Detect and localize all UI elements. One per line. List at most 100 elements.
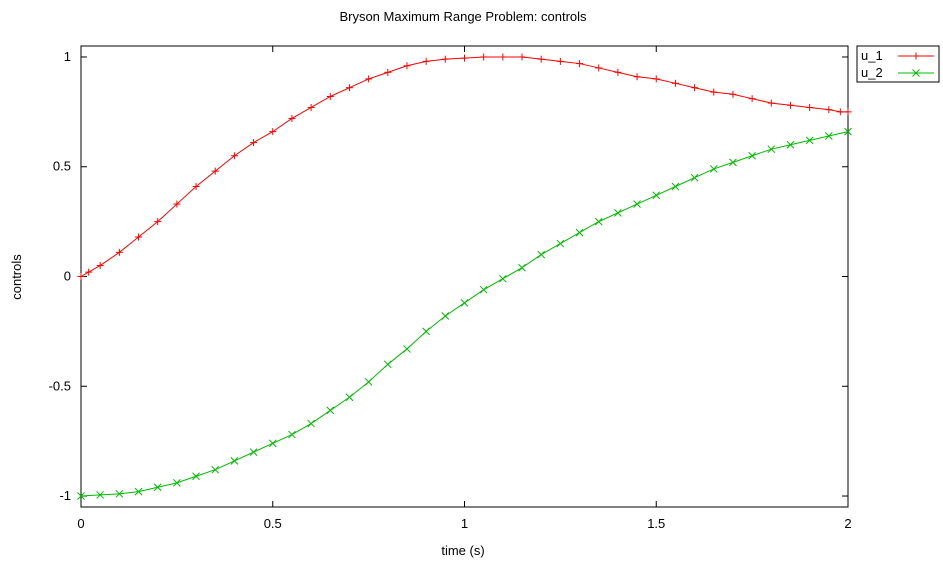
data-point-u_1: [844, 108, 852, 116]
data-point-u_1: [230, 152, 238, 160]
data-point-u_2: [345, 393, 354, 402]
data-point-u_2: [709, 165, 718, 173]
data-point-u_2: [575, 228, 584, 237]
data-point-u_2: [844, 127, 852, 136]
legend: u_1u_2: [856, 45, 940, 83]
data-point-u_2: [230, 457, 239, 465]
data-point-u_1: [326, 92, 334, 100]
x-axis-label: time (s): [441, 543, 484, 558]
chart-title: Bryson Maximum Range Problem: controls: [339, 9, 587, 24]
data-point-u_1: [537, 55, 545, 63]
data-point-u_1: [135, 233, 143, 241]
x-tick-label: 1.5: [647, 516, 665, 531]
plot-frame-group: [80, 45, 849, 508]
data-point-u_2: [326, 406, 335, 415]
data-point-u_2: [614, 208, 622, 217]
data-point-u_1: [806, 103, 814, 111]
data-point-u_1: [403, 62, 411, 70]
legend-label-u_1: u_1: [861, 48, 883, 63]
data-point-u_2: [652, 191, 661, 200]
data-point-u_1: [345, 84, 353, 92]
data-point-u_1: [96, 262, 104, 270]
data-point-u_2: [556, 239, 565, 248]
data-point-u_1: [729, 90, 737, 98]
data-point-u_2: [460, 298, 469, 307]
series-layer: [77, 53, 852, 500]
data-point-u_1: [173, 200, 181, 208]
data-point-u_2: [767, 145, 776, 154]
y-tick-label: 1: [64, 49, 71, 64]
data-point-u_1: [77, 273, 85, 280]
data-point-u_1: [710, 88, 718, 96]
data-point-u_1: [250, 139, 258, 147]
data-point-u_1: [836, 108, 844, 116]
data-point-u_1: [595, 64, 603, 72]
data-point-u_1: [307, 103, 315, 111]
data-point-u_2: [537, 250, 546, 259]
data-point-u_1: [365, 75, 373, 83]
data-point-u_2: [307, 419, 315, 428]
y-tick-label: 0: [64, 269, 71, 284]
data-point-u_1: [767, 99, 775, 107]
legend-box: [856, 45, 940, 83]
data-point-u_1: [614, 68, 622, 76]
data-point-u_1: [269, 128, 277, 136]
data-point-u_1: [288, 114, 296, 122]
data-point-u_2: [594, 217, 603, 226]
data-point-u_1: [499, 53, 507, 61]
data-point-u_2: [824, 132, 833, 140]
data-point-u_2: [364, 378, 373, 386]
data-point-u_2: [268, 439, 277, 448]
data-point-u_1: [422, 57, 430, 65]
data-point-u_2: [518, 263, 526, 272]
data-point-u_1: [192, 182, 200, 190]
data-point-u_2: [288, 430, 296, 439]
data-point-u_1: [748, 95, 756, 103]
y-tick-label: 0.5: [53, 159, 71, 174]
data-point-u_2: [748, 151, 756, 160]
legend-label-u_2: u_2: [861, 65, 883, 80]
legend-marker-u_2: [912, 69, 920, 77]
x-tick-label: 0.5: [264, 516, 282, 531]
data-point-u_1: [115, 248, 123, 256]
data-point-u_2: [671, 182, 680, 191]
data-point-u_2: [498, 274, 507, 283]
data-point-u_2: [729, 158, 737, 167]
data-point-u_1: [652, 75, 660, 83]
data-point-u_2: [786, 140, 795, 149]
x-tick-label: 2: [844, 516, 851, 531]
data-point-u_1: [441, 55, 449, 63]
data-point-u_1: [786, 101, 794, 109]
data-point-u_2: [383, 360, 392, 369]
plot-frame: [80, 45, 849, 508]
data-point-u_2: [96, 491, 105, 499]
data-point-u_2: [173, 478, 181, 487]
y-ticks: -1 -0.5 0 0.5 1: [49, 49, 848, 503]
y-tick-label: -1: [59, 488, 71, 503]
data-point-u_2: [633, 200, 641, 208]
x-tick-label: 1: [461, 516, 468, 531]
data-point-u_1: [384, 68, 392, 76]
data-point-u_2: [403, 345, 411, 353]
data-point-u_2: [805, 136, 814, 145]
legend-marker-u_1: [912, 52, 920, 60]
data-point-u_1: [576, 60, 584, 68]
series-line-u_1: [80, 56, 848, 277]
data-point-u_2: [690, 173, 699, 182]
x-tick-label: 0: [77, 516, 84, 531]
data-point-u_1: [461, 54, 468, 62]
data-point-u_2: [77, 492, 85, 500]
data-point-u_2: [441, 312, 450, 320]
y-axis-label: controls: [9, 254, 24, 300]
data-point-u_2: [249, 448, 258, 456]
data-point-u_1: [211, 167, 219, 175]
data-point-u_1: [480, 53, 488, 61]
data-point-u_1: [633, 73, 641, 81]
data-point-u_2: [192, 472, 200, 481]
data-point-u_1: [556, 57, 564, 65]
data-point-u_2: [422, 327, 431, 336]
x-ticks: 0 0.5 1 1.5 2: [77, 46, 852, 531]
series-u_1: [77, 53, 852, 280]
data-point-u_2: [115, 489, 124, 498]
